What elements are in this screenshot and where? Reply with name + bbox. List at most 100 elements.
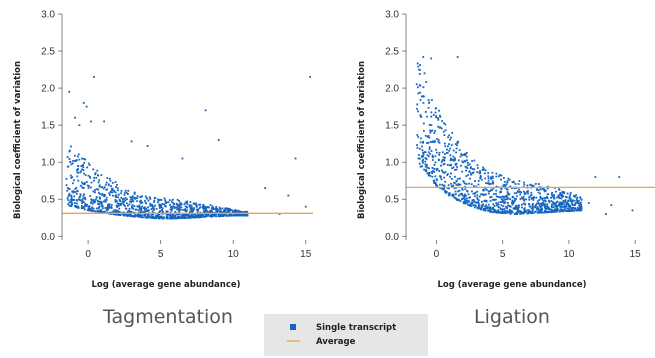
- data-point: [114, 200, 117, 203]
- data-point: [91, 206, 94, 209]
- data-point: [459, 177, 461, 180]
- data-point: [473, 200, 476, 203]
- data-point: [477, 199, 480, 202]
- data-point: [71, 190, 74, 193]
- data-point: [481, 193, 484, 196]
- data-point: [431, 175, 434, 178]
- data-point: [485, 204, 487, 207]
- data-point: [204, 213, 207, 215]
- data-point: [521, 197, 524, 200]
- data-point: [147, 209, 150, 212]
- data-point: [416, 146, 419, 149]
- data-point: [103, 195, 106, 198]
- data-point: [476, 164, 479, 167]
- data-point: [561, 201, 564, 204]
- data-point: [567, 203, 570, 206]
- data-point: [100, 174, 103, 177]
- data-point: [546, 193, 549, 196]
- data-point: [130, 215, 133, 218]
- data-point: [445, 191, 448, 193]
- data-point: [88, 205, 91, 208]
- data-point: [123, 213, 125, 216]
- data-point: [465, 175, 468, 178]
- data-point: [149, 203, 152, 206]
- data-point: [163, 203, 166, 206]
- data-point: [417, 86, 419, 89]
- data-point: [95, 188, 98, 191]
- data-point: [421, 145, 423, 148]
- data-point: [431, 155, 434, 158]
- data-point: [577, 200, 580, 202]
- data-point: [495, 185, 498, 188]
- tagmentation-x-ticks: 0 5 10 15: [85, 240, 312, 260]
- data-point: [468, 200, 470, 203]
- data-point: [82, 166, 85, 169]
- data-point: [181, 157, 184, 160]
- data-point: [516, 190, 519, 193]
- data-point: [462, 161, 465, 164]
- data-point: [439, 187, 442, 190]
- data-point: [108, 203, 111, 206]
- data-point: [190, 215, 193, 217]
- data-point: [459, 193, 462, 196]
- data-point: [459, 183, 462, 186]
- data-point: [535, 196, 538, 199]
- data-point: [209, 204, 212, 206]
- data-point: [438, 170, 441, 172]
- data-point: [468, 182, 470, 185]
- data-point: [139, 201, 142, 204]
- data-point: [202, 205, 204, 208]
- data-point: [186, 209, 188, 212]
- data-point: [183, 216, 186, 219]
- x-tick-label: 15: [300, 249, 312, 260]
- data-point: [149, 198, 152, 200]
- data-point: [456, 56, 459, 58]
- data-point: [435, 169, 438, 172]
- data-point: [502, 196, 505, 199]
- data-point: [464, 202, 467, 205]
- data-point: [66, 197, 69, 200]
- data-point: [127, 189, 130, 192]
- data-point: [423, 151, 426, 154]
- data-point: [496, 210, 499, 213]
- data-point: [515, 208, 518, 210]
- data-point: [434, 130, 436, 132]
- data-point: [443, 185, 445, 188]
- data-point: [525, 209, 528, 212]
- data-point: [522, 190, 525, 193]
- data-point: [133, 205, 136, 207]
- data-point: [465, 169, 468, 172]
- ligation-y-ticks: 0.00.51.01.52.02.53.0: [385, 10, 406, 243]
- data-point: [137, 214, 140, 217]
- data-point: [506, 191, 509, 194]
- data-point: [111, 211, 114, 214]
- data-point: [82, 197, 85, 200]
- data-point: [89, 175, 91, 178]
- data-point: [219, 214, 222, 217]
- data-point: [119, 200, 122, 203]
- data-point: [534, 205, 536, 208]
- data-point: [304, 205, 307, 208]
- data-point: [99, 193, 101, 195]
- data-point: [458, 189, 461, 192]
- data-point: [151, 205, 154, 208]
- data-point: [448, 143, 450, 145]
- data-point: [418, 162, 421, 165]
- data-point: [539, 188, 542, 190]
- data-point: [419, 91, 422, 94]
- data-point: [188, 205, 191, 208]
- data-point: [557, 204, 560, 207]
- data-point: [455, 198, 458, 201]
- data-point: [166, 217, 169, 220]
- data-point: [211, 207, 213, 210]
- data-point: [199, 215, 202, 218]
- data-point: [543, 188, 546, 191]
- data-point: [194, 214, 197, 216]
- data-point: [147, 216, 150, 219]
- data-point: [224, 207, 227, 210]
- data-point: [482, 193, 485, 196]
- data-point: [146, 213, 149, 216]
- data-point: [433, 132, 436, 134]
- data-point: [114, 210, 117, 212]
- data-point: [460, 164, 462, 167]
